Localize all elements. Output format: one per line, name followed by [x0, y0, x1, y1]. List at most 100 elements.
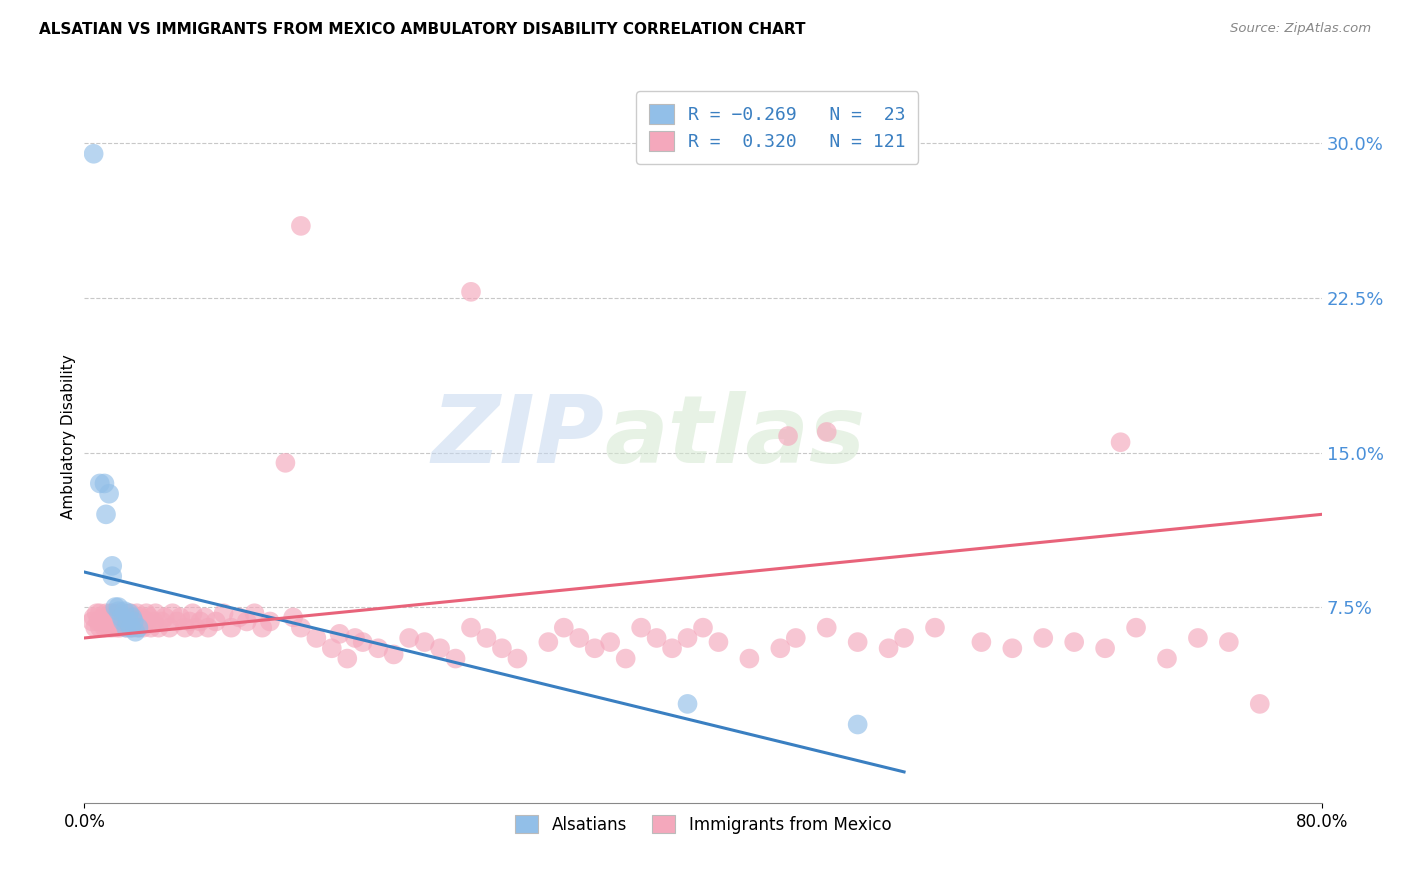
Point [150, 615, 173, 629]
Point [94, 508, 117, 522]
Point [179, 615, 201, 629]
Point [321, 641, 343, 656]
Point [122, 615, 145, 629]
Point [143, 615, 166, 629]
Point [413, 635, 436, 649]
Point [846, 717, 869, 731]
Point [382, 648, 405, 662]
Point [1218, 635, 1240, 649]
Point [98, 610, 121, 624]
Point [148, 621, 170, 635]
Point [305, 631, 328, 645]
Point [553, 621, 575, 635]
Point [815, 621, 838, 635]
Point [599, 635, 621, 649]
Point [398, 631, 420, 645]
Point [846, 635, 869, 649]
Point [1156, 651, 1178, 665]
Point [127, 621, 149, 635]
Point [159, 621, 180, 635]
Point [162, 606, 184, 620]
Point [122, 621, 145, 635]
Point [89, 606, 111, 620]
Point [121, 610, 143, 624]
Point [105, 621, 128, 635]
Point [429, 641, 451, 656]
Point [1032, 631, 1054, 645]
Point [104, 600, 127, 615]
Point [90, 615, 112, 629]
Point [110, 610, 132, 624]
Point [107, 606, 129, 620]
Point [120, 606, 142, 620]
Point [82, 615, 104, 629]
Point [197, 621, 219, 635]
Point [104, 615, 127, 629]
Point [815, 425, 838, 439]
Text: ALSATIAN VS IMMIGRANTS FROM MEXICO AMBULATORY DISABILITY CORRELATION CHART: ALSATIAN VS IMMIGRANTS FROM MEXICO AMBUL… [39, 22, 806, 37]
Point [568, 631, 591, 645]
Point [1187, 631, 1209, 645]
Point [115, 621, 138, 635]
Point [108, 621, 131, 635]
Point [98, 621, 121, 635]
Point [343, 631, 366, 645]
Point [243, 606, 266, 620]
Point [93, 621, 115, 635]
Point [259, 615, 281, 629]
Point [219, 621, 242, 635]
Point [188, 615, 211, 629]
Point [970, 635, 993, 649]
Point [96, 615, 118, 629]
Point [112, 615, 135, 629]
Legend: Alsatians, Immigrants from Mexico: Alsatians, Immigrants from Mexico [506, 806, 900, 842]
Point [107, 600, 129, 615]
Text: ZIP: ZIP [432, 391, 605, 483]
Point [184, 621, 207, 635]
Point [645, 631, 668, 645]
Point [107, 604, 129, 618]
Point [139, 621, 162, 635]
Point [145, 606, 167, 620]
Point [212, 606, 235, 620]
Point [352, 635, 374, 649]
Point [84, 621, 107, 635]
Point [1063, 635, 1085, 649]
Point [117, 615, 139, 629]
Point [129, 615, 152, 629]
Point [738, 651, 761, 665]
Point [124, 624, 146, 639]
Point [91, 610, 114, 624]
Point [83, 146, 105, 161]
Point [101, 558, 124, 573]
Point [460, 285, 482, 299]
Point [235, 615, 259, 629]
Point [101, 615, 124, 629]
Point [228, 610, 250, 624]
Point [1249, 697, 1271, 711]
Point [118, 606, 141, 620]
Point [776, 429, 799, 443]
Point [94, 606, 117, 620]
Point [460, 621, 482, 635]
Point [707, 635, 730, 649]
Point [630, 621, 652, 635]
Point [89, 621, 111, 635]
Point [131, 610, 153, 624]
Point [924, 621, 946, 635]
Point [110, 610, 132, 624]
Point [174, 621, 197, 635]
Point [1109, 435, 1132, 450]
Point [83, 610, 105, 624]
Point [103, 606, 125, 620]
Point [475, 631, 498, 645]
Point [93, 476, 115, 491]
Point [127, 621, 149, 635]
Point [676, 631, 699, 645]
Point [181, 606, 204, 620]
Y-axis label: Ambulatory Disability: Ambulatory Disability [60, 355, 76, 519]
Point [692, 621, 714, 635]
Point [135, 606, 157, 620]
Point [86, 606, 108, 620]
Point [769, 641, 792, 656]
